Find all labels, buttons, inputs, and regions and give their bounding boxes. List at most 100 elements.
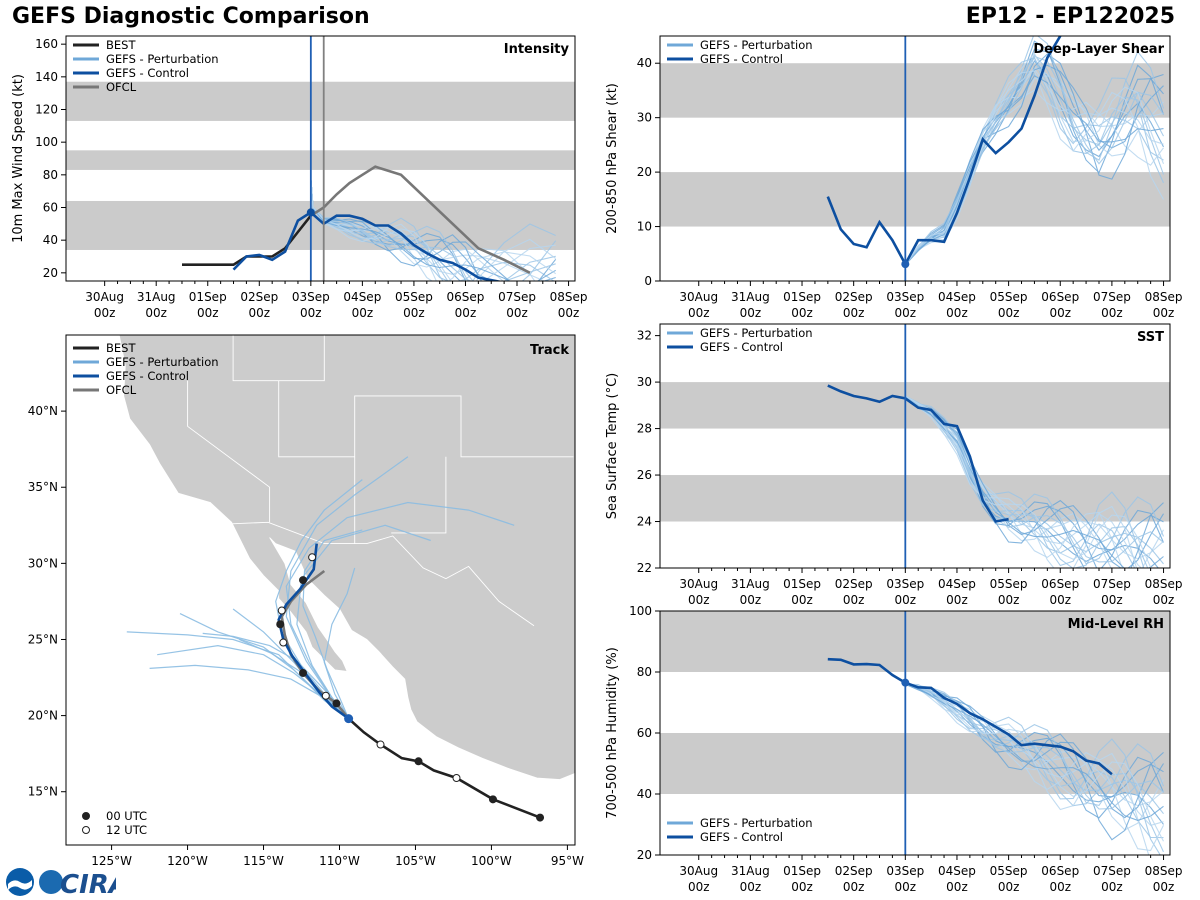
page-title-right: EP12 - EP122025	[965, 4, 1175, 29]
legend-label: OFCL	[106, 80, 137, 94]
perturbation-track	[126, 631, 349, 720]
track-point-marker	[299, 576, 308, 585]
x-tick-label: 07Sep	[498, 290, 536, 304]
plot-area	[826, 36, 1165, 267]
perturbation-track	[275, 479, 363, 720]
y-axis-label: Sea Surface Temp (°C)	[605, 373, 620, 520]
x-tick-label: 00z	[791, 593, 813, 607]
plot-area	[827, 657, 1165, 855]
series-line-gefs-control	[826, 36, 1062, 267]
cira-globe-icon	[39, 870, 63, 894]
map-frame	[65, 334, 576, 846]
series-line-best	[182, 214, 312, 266]
series-line-gefs-control	[827, 384, 1009, 523]
x-tick-label: 06Sep	[447, 290, 485, 304]
perturbation-member-line	[904, 55, 1164, 266]
lat-tick-label: 40°N	[28, 404, 58, 418]
perturbation-member-line	[905, 683, 1164, 852]
x-tick-label: 00z	[946, 306, 968, 320]
legend-label: GEFS - Control	[700, 340, 783, 354]
perturbation-member-line	[904, 395, 1159, 568]
x-tick-label: 04Sep	[938, 864, 976, 878]
y-tick-label: 28	[637, 422, 652, 436]
series-line-ofcl	[310, 165, 531, 274]
lon-tick-label: 95°W	[551, 854, 584, 868]
y-tick-label: 60	[43, 201, 58, 215]
panel-sst: 22 24 26 28 30 32 30Aug 00z 31Aug 00z 01Sep 00z 02Se…	[605, 323, 1183, 607]
x-tick-label: 00z	[558, 306, 580, 320]
y-tick-label: 30	[637, 111, 652, 125]
y-tick-label: 60	[637, 726, 652, 740]
y-tick-label: 26	[637, 468, 652, 482]
x-tick-label: 02Sep	[835, 577, 873, 591]
x-tick-label: 30Aug	[679, 290, 718, 304]
legend-label: OFCL	[106, 383, 137, 397]
y-tick-label: 22	[637, 561, 652, 575]
x-tick-label: 00z	[1049, 306, 1071, 320]
x-tick-label: 00z	[1153, 306, 1175, 320]
x-tick-label: 00z	[843, 306, 865, 320]
y-axis-label: 700-500 hPa Humidity (%)	[605, 647, 620, 819]
track-point-marker	[277, 606, 286, 615]
x-tick-label: 00z	[145, 306, 167, 320]
x-tick-label: 04Sep	[938, 577, 976, 591]
y-tick-label: 0	[644, 274, 652, 288]
perturbation-member-line	[905, 683, 1164, 827]
x-tick-label: 00z	[688, 306, 710, 320]
panel-intensity: 20 40 60 80 100 120 140 160 30Aug 00z 31Aug 00z 01Se…	[11, 35, 588, 320]
x-tick-label: 00z	[946, 880, 968, 894]
perturbation-track	[285, 456, 409, 719]
perturbation-track	[296, 524, 431, 719]
perturbation-member-line	[905, 683, 1164, 825]
x-tick-label: 06Sep	[1041, 864, 1079, 878]
lon-tick-label: 110°W	[319, 854, 360, 868]
lat-tick-label: 30°N	[28, 556, 58, 570]
lat-tick-label: 20°N	[28, 709, 58, 723]
x-tick-label: 00z	[403, 306, 425, 320]
perturbation-track	[302, 529, 363, 719]
political-border	[232, 335, 325, 382]
x-tick-label: 00z	[843, 880, 865, 894]
x-tick-label: 00z	[688, 880, 710, 894]
series-line-gefs-control	[232, 210, 503, 281]
x-tick-label: 00z	[688, 593, 710, 607]
lat-tick-label: 35°N	[28, 480, 58, 494]
y-tick-label: 140	[35, 70, 58, 84]
y-axis-label: 200-850 hPa Shear (kt)	[605, 83, 620, 234]
y-tick-label: 24	[637, 515, 652, 529]
y-tick-label: 80	[637, 665, 652, 679]
axes-frame	[65, 35, 576, 282]
x-tick-label: 00z	[998, 880, 1020, 894]
x-tick-label: 06Sep	[1041, 290, 1079, 304]
current-position-marker	[344, 714, 354, 724]
noaa-wave-icon	[8, 880, 32, 890]
x-tick-label: 01Sep	[783, 577, 821, 591]
legend-label: GEFS - Perturbation	[700, 816, 813, 830]
perturbation-member-line	[904, 395, 1123, 568]
track-point-marker	[536, 813, 545, 822]
x-tick-label: 08Sep	[1145, 577, 1183, 591]
x-tick-label: 00z	[94, 306, 116, 320]
legend-label: GEFS - Perturbation	[700, 38, 813, 52]
perturbation-member-line	[310, 178, 474, 281]
y-tick-label: 160	[35, 37, 58, 51]
x-tick-label: 05Sep	[990, 577, 1028, 591]
x-tick-label: 07Sep	[1093, 864, 1131, 878]
axes-frame	[659, 323, 1171, 569]
panel-title: Mid-Level RH	[1068, 617, 1164, 632]
plot-area	[182, 165, 557, 281]
lat-tick-label: 25°N	[28, 632, 58, 646]
noaa-cira-logo: CIRA	[6, 868, 116, 898]
x-tick-label: 08Sep	[1145, 290, 1183, 304]
perturbation-member-line	[310, 178, 556, 281]
x-tick-label: 03Sep	[292, 290, 330, 304]
shaded-band	[66, 150, 575, 170]
perturbation-member-line	[904, 395, 1164, 563]
marker-legend-label: 00 UTC	[106, 809, 147, 823]
x-tick-label: 30Aug	[679, 864, 718, 878]
init-point-marker	[901, 678, 910, 687]
perturbation-member-line	[310, 178, 556, 281]
x-tick-label: 31Aug	[731, 577, 770, 591]
x-tick-label: 00z	[1101, 306, 1123, 320]
